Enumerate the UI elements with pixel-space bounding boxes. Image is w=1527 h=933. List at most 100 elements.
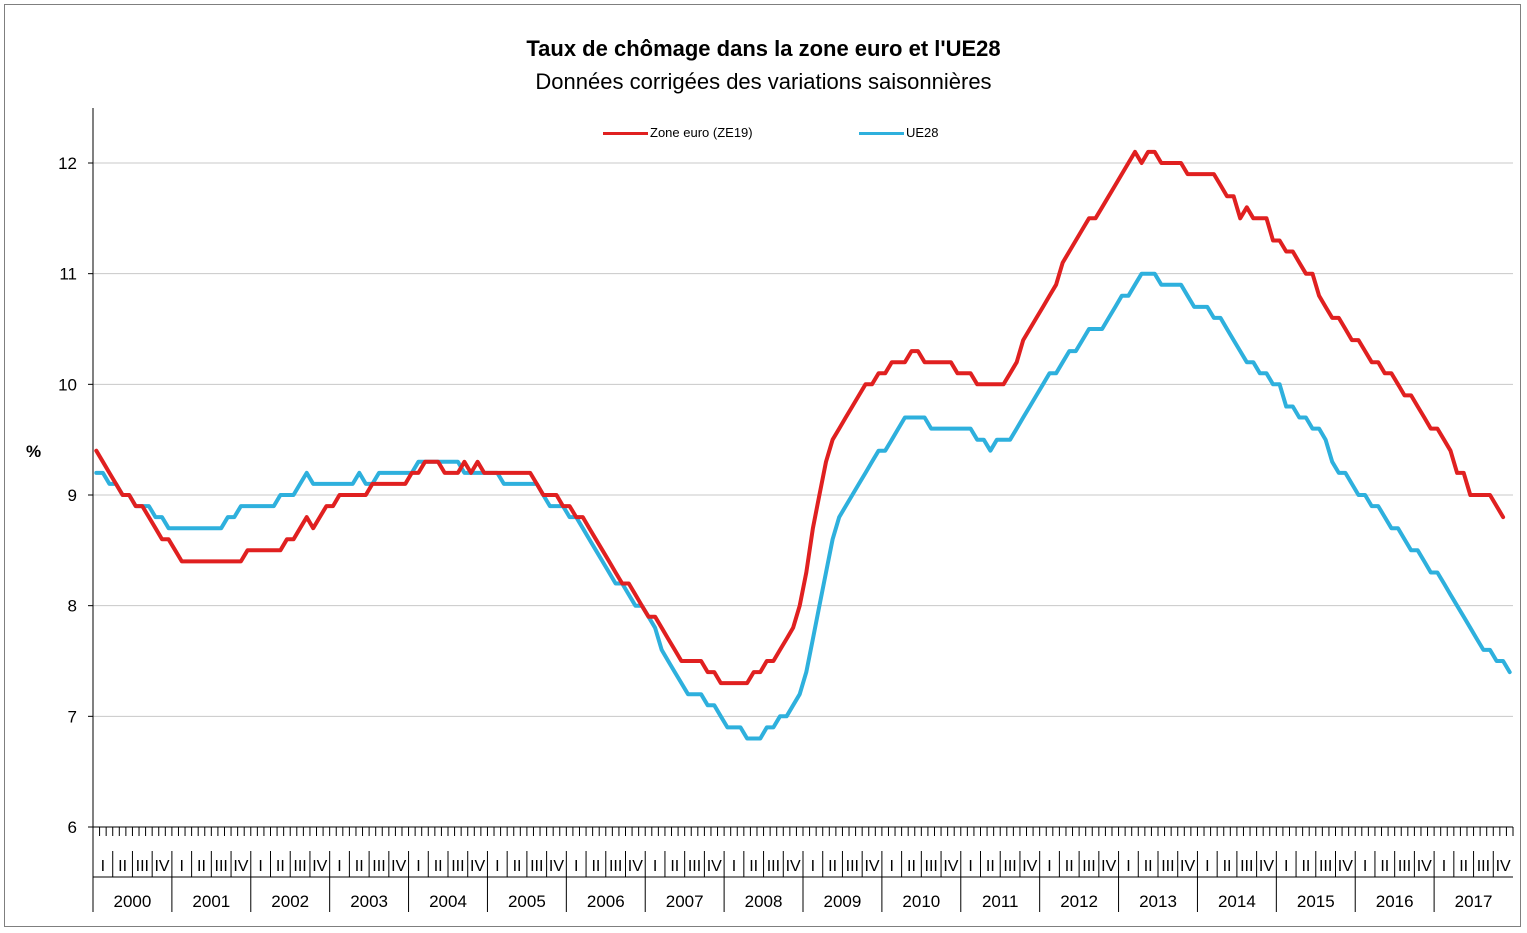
chart-title: Taux de chômage dans la zone euro et l'U… (526, 36, 1001, 61)
quarter-label: I (1284, 858, 1288, 875)
quarter-label: IV (1496, 858, 1511, 875)
year-label: 2014 (1218, 892, 1256, 911)
quarter-label: I (890, 858, 894, 875)
quarter-label: IV (1338, 858, 1353, 875)
year-label: 2001 (192, 892, 230, 911)
legend-label-zone-euro: Zone euro (ZE19) (650, 125, 753, 140)
quarter-label: II (118, 858, 127, 875)
quarter-label: IV (233, 858, 248, 875)
series-line-zone-euro (94, 149, 1506, 686)
chart-frame (4, 4, 1521, 927)
quarter-label: III (1240, 858, 1253, 875)
quarter-label: III (688, 858, 701, 875)
quarter-label: III (372, 858, 385, 875)
quarter-label: III (293, 858, 306, 875)
quarter-label: I (180, 858, 184, 875)
quarter-label: IV (391, 858, 406, 875)
y-tick-label: 11 (59, 265, 77, 284)
quarter-label: III (451, 858, 464, 875)
quarter-label: III (530, 858, 543, 875)
quarter-label: IV (1259, 858, 1274, 875)
quarter-label: III (1398, 858, 1411, 875)
year-label: 2011 (982, 892, 1019, 911)
legend-label-ue28: UE28 (906, 125, 939, 140)
legend-item-ue28: UE28 (859, 125, 939, 140)
quarter-label: IV (786, 858, 801, 875)
quarter-label: IV (1180, 858, 1195, 875)
quarter-label: II (1223, 858, 1232, 875)
quarter-label: IV (312, 858, 327, 875)
quarter-label: III (215, 858, 228, 875)
quarter-label: IV (707, 858, 722, 875)
quarter-label: I (1205, 858, 1209, 875)
quarter-label: II (513, 858, 522, 875)
quarter-label: III (846, 858, 859, 875)
quarter-label: II (1380, 858, 1389, 875)
year-label: 2016 (1376, 892, 1414, 911)
year-label: 2005 (508, 892, 546, 911)
series-line-ue28 (94, 271, 1512, 741)
quarter-label: II (1065, 858, 1074, 875)
quarter-label: I (1126, 858, 1130, 875)
quarter-label: III (767, 858, 780, 875)
quarter-label: II (1144, 858, 1153, 875)
quarter-label: I (653, 858, 657, 875)
quarter-label: III (136, 858, 149, 875)
quarter-label: III (1319, 858, 1332, 875)
quarter-label: I (258, 858, 262, 875)
year-label: 2013 (1139, 892, 1177, 911)
legend-swatch-ue28 (859, 132, 904, 136)
year-label: 2009 (824, 892, 862, 911)
year-label: 2004 (429, 892, 467, 911)
quarter-label: III (1003, 858, 1016, 875)
year-label: 2007 (666, 892, 704, 911)
quarter-label: IV (1022, 858, 1037, 875)
quarter-label: I (811, 858, 815, 875)
quarter-label: III (1161, 858, 1174, 875)
quarter-label: II (749, 858, 758, 875)
quarter-label: I (1363, 858, 1367, 875)
year-label: 2010 (902, 892, 940, 911)
quarter-label: II (197, 858, 206, 875)
quarter-label: II (434, 858, 443, 875)
quarter-label: II (355, 858, 364, 875)
y-tick-label: 7 (68, 707, 77, 726)
year-label: 2017 (1455, 892, 1493, 911)
quarter-label: I (337, 858, 341, 875)
quarter-label: I (1047, 858, 1051, 875)
quarter-label: II (591, 858, 600, 875)
quarter-label: IV (1101, 858, 1116, 875)
quarter-label: II (276, 858, 285, 875)
legend-swatch-zone-euro (603, 132, 648, 136)
quarter-label: IV (470, 858, 485, 875)
year-label: 2000 (114, 892, 152, 911)
y-tick-label: 6 (68, 818, 77, 837)
quarter-label: II (1459, 858, 1468, 875)
quarter-label: I (495, 858, 499, 875)
quarter-label: IV (1417, 858, 1432, 875)
quarter-label: I (101, 858, 105, 875)
quarter-label: I (968, 858, 972, 875)
quarter-label: IV (943, 858, 958, 875)
year-label: 2015 (1297, 892, 1335, 911)
quarter-label: II (986, 858, 995, 875)
year-label: 2002 (271, 892, 309, 911)
y-axis-label: % (26, 442, 42, 461)
year-label: 2008 (745, 892, 783, 911)
y-tick-label: 8 (68, 597, 77, 616)
quarter-label: III (925, 858, 938, 875)
quarter-label: I (574, 858, 578, 875)
quarter-label: IV (154, 858, 169, 875)
quarter-label: III (1082, 858, 1095, 875)
quarter-label: IV (549, 858, 564, 875)
year-label: 2006 (587, 892, 625, 911)
y-tick-label: 9 (68, 486, 77, 505)
chart-subtitle: Données corrigées des variations saisonn… (535, 69, 992, 94)
legend-item-zone-euro: Zone euro (ZE19) (603, 125, 753, 140)
quarter-label: IV (628, 858, 643, 875)
y-tick-label: 10 (58, 375, 77, 394)
quarter-label: I (416, 858, 420, 875)
quarter-label: III (1477, 858, 1490, 875)
y-tick-label: 12 (58, 154, 77, 173)
